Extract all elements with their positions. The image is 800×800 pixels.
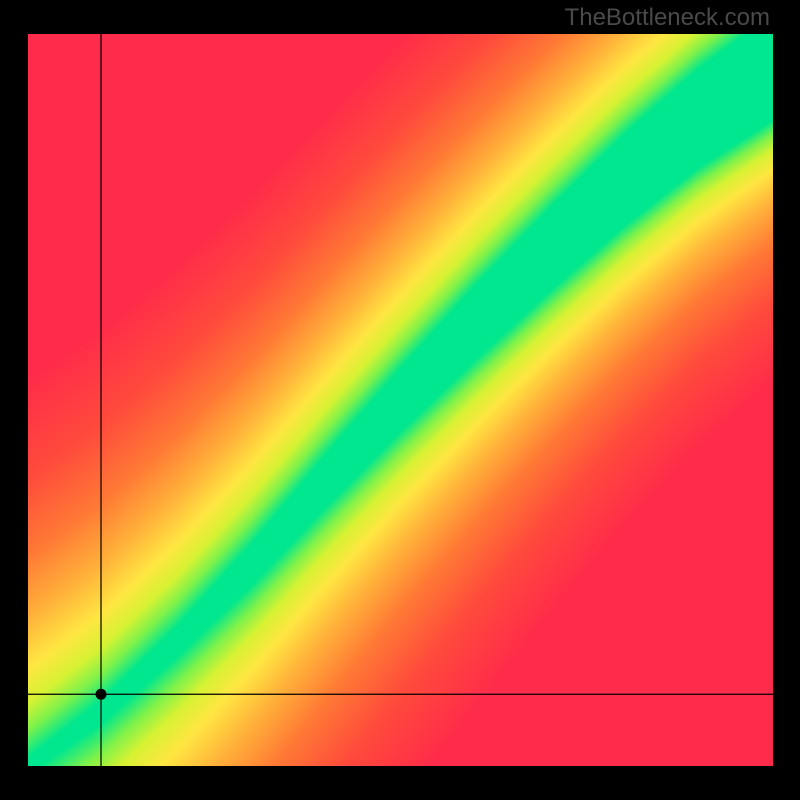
chart-container: TheBottleneck.com xyxy=(0,0,800,800)
crosshair-overlay xyxy=(0,0,800,800)
crosshair-marker xyxy=(96,689,107,700)
attribution-text: TheBottleneck.com xyxy=(565,4,770,32)
